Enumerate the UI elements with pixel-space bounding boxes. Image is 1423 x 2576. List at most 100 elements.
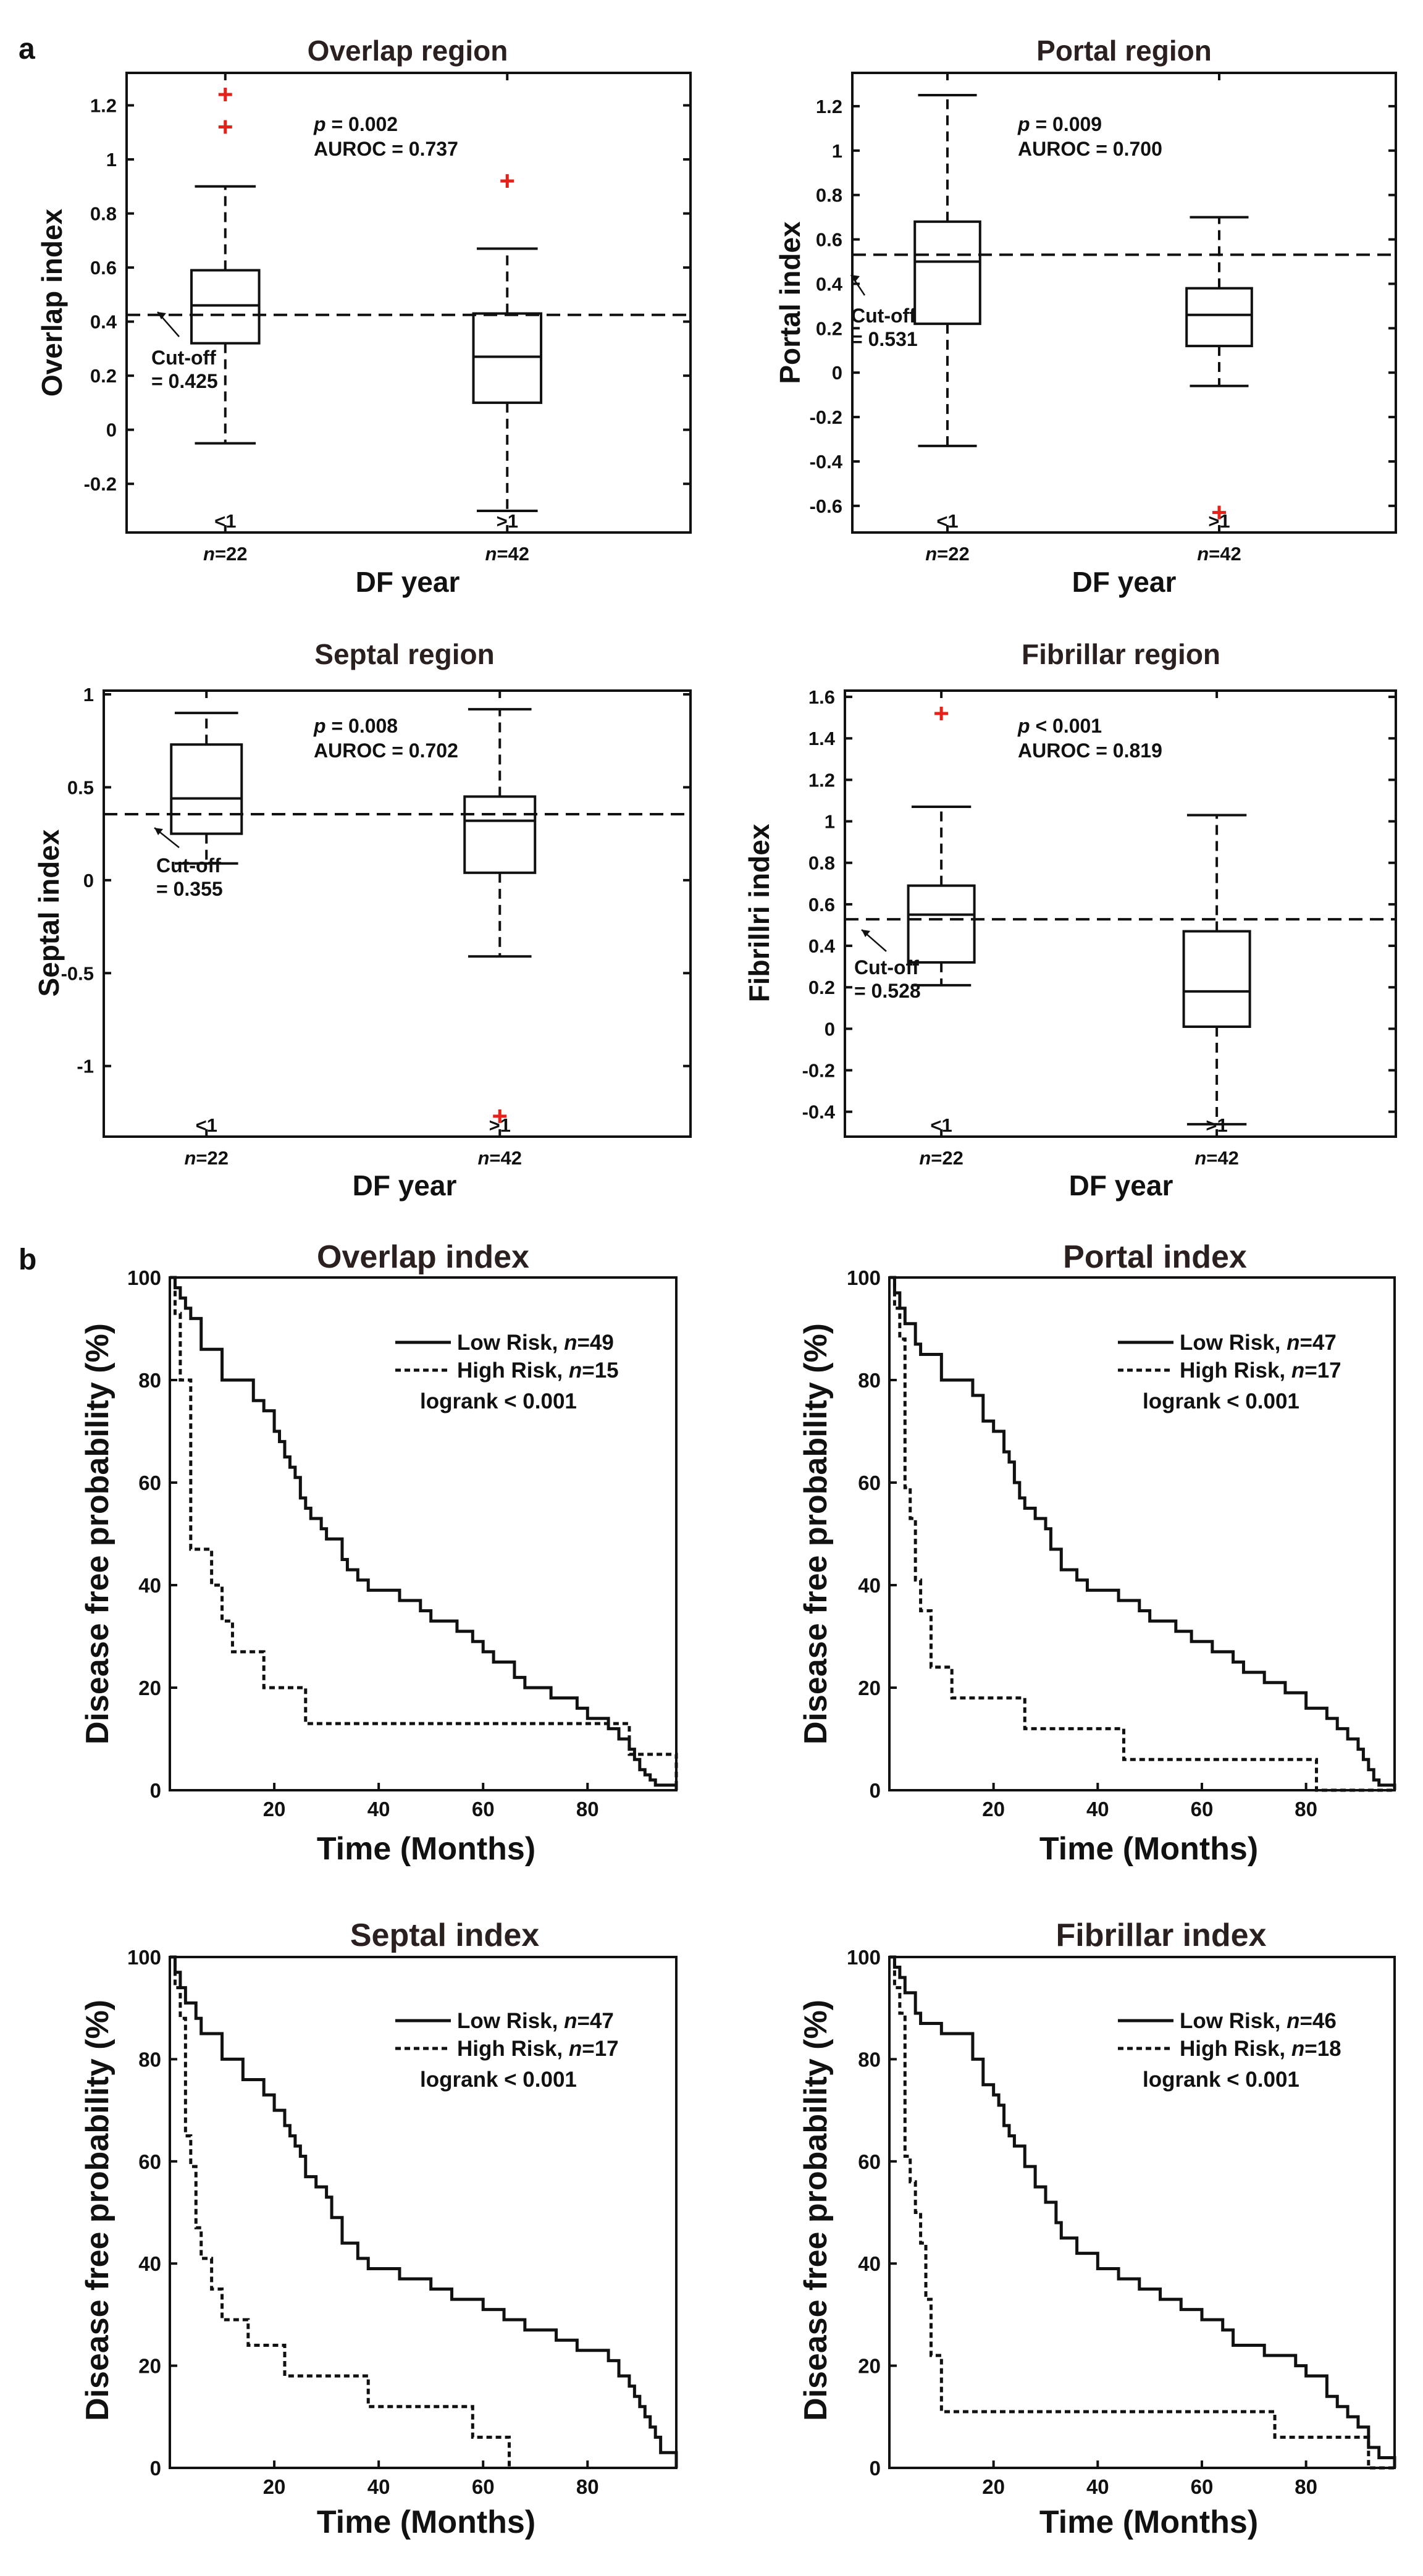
legend: Low Risk, n=49 High Risk, n=15 logrank < 0… xyxy=(395,1331,619,1413)
x-tick-label: 60 xyxy=(1191,2475,1214,2498)
category-label: <1 xyxy=(196,1114,217,1136)
y-tick-label: -0.4 xyxy=(810,451,843,473)
cutoff-arrowhead xyxy=(154,828,163,835)
x-axis-label: DF year xyxy=(1072,566,1177,598)
y-tick-label: 100 xyxy=(127,1946,161,1969)
y-tick-label: -0.4 xyxy=(802,1101,836,1123)
plot-frame xyxy=(169,1276,678,1791)
logrank-value: logrank < 0.001 xyxy=(420,2068,577,2092)
box-iqr xyxy=(913,220,981,326)
y-axis-label: Portal index xyxy=(774,221,806,384)
plot-frame xyxy=(844,689,1397,1138)
legend: Low Risk, n=46 High Risk, n=18 logrank < 0… xyxy=(1118,2009,1341,2092)
y-tick-label: -0.2 xyxy=(802,1060,835,1082)
logrank-value: logrank < 0.001 xyxy=(420,1389,577,1413)
outlier-marker xyxy=(218,88,232,102)
y-tick-label: -1 xyxy=(77,1056,94,1077)
y-tick-label: -0.6 xyxy=(810,495,842,517)
y-tick-label: 0 xyxy=(825,1018,835,1040)
y-tick-label: 20 xyxy=(138,1677,161,1699)
y-axis-label: Disease free probability (%) xyxy=(798,1323,834,1745)
x-axis-label: DF year xyxy=(1069,1169,1173,1202)
y-tick-label: 1 xyxy=(83,684,94,705)
box-1 xyxy=(913,93,981,447)
logrank-value: logrank < 0.001 xyxy=(1143,1389,1299,1413)
low-risk-curve xyxy=(170,1955,678,2468)
km-plot-2: Portal index Disease free probability (%)… xyxy=(798,1239,1396,1867)
legend-entry: High Risk, n=17 xyxy=(1180,1358,1341,1383)
n-label: n=22 xyxy=(184,1147,229,1169)
y-tick-label: -0.2 xyxy=(84,473,117,495)
y-axis-label: Fibrillri index xyxy=(743,823,775,1002)
n-label: n=22 xyxy=(919,1147,963,1169)
y-tick-label: 1.6 xyxy=(808,686,835,708)
y-tick-label: 80 xyxy=(858,2048,881,2071)
auroc-value: AUROC = 0.737 xyxy=(314,138,458,160)
box-2 xyxy=(463,708,537,1123)
outlier-marker xyxy=(1212,505,1226,520)
y-tick-label: 20 xyxy=(138,2355,161,2378)
high-risk-curve xyxy=(170,1955,511,2468)
high-risk-curve xyxy=(889,1955,1395,2470)
outlier-marker xyxy=(500,174,514,188)
x-tick-label: 20 xyxy=(263,2475,286,2498)
plot-frame xyxy=(851,72,1397,534)
plot-frame xyxy=(169,1956,678,2469)
y-tick-label: 100 xyxy=(847,1946,881,1969)
y-tick-label: 40 xyxy=(138,1574,161,1597)
chart-title: Portal region xyxy=(1036,35,1212,67)
y-tick-label: 1 xyxy=(825,811,835,833)
box-iqr xyxy=(463,795,537,874)
y-tick-label: 40 xyxy=(138,2252,161,2275)
y-tick-label: 60 xyxy=(858,2150,881,2173)
chart-title: Fibrillar region xyxy=(1022,638,1220,670)
y-tick-label: 80 xyxy=(138,1369,161,1392)
boxplot-4: Fibrillar region Fibrillri index DF year -0… xyxy=(743,638,1397,1202)
x-tick-label: 40 xyxy=(367,2475,390,2498)
x-tick-label: 40 xyxy=(1086,1798,1109,1820)
legend: Low Risk, n=47 High Risk, n=17 logrank < 0… xyxy=(1118,1331,1341,1413)
n-label: n=42 xyxy=(1197,543,1241,565)
y-tick-label: 1.2 xyxy=(90,95,117,117)
y-tick-label: 60 xyxy=(138,1471,161,1494)
y-tick-label: 0.8 xyxy=(816,185,842,206)
legend: Low Risk, n=47 High Risk, n=17 logrank < 0… xyxy=(395,2009,619,2092)
x-axis-label: Time (Months) xyxy=(317,2504,535,2540)
box-2 xyxy=(1182,814,1251,1126)
legend-entry: Low Risk, n=47 xyxy=(457,2009,614,2033)
y-tick-label: 0 xyxy=(150,1779,161,1802)
y-tick-label: 40 xyxy=(858,1574,881,1597)
x-axis-label: Time (Months) xyxy=(317,1831,535,1867)
y-tick-label: 1 xyxy=(106,149,117,170)
cutoff-label: Cut-off xyxy=(854,956,919,979)
n-label: n=42 xyxy=(485,543,530,565)
category-label: <1 xyxy=(930,1114,952,1136)
x-tick-label: 80 xyxy=(576,1798,599,1820)
box-iqr xyxy=(472,312,543,404)
x-axis-label: Time (Months) xyxy=(1039,1831,1258,1867)
cutoff-value: = 0.531 xyxy=(851,328,918,350)
boxplot-2: Portal region Portal index DF year -0.6 -0.4… xyxy=(774,35,1397,598)
km-plot-3: Septal index Disease free probability (%)… xyxy=(80,1917,678,2540)
logrank-value: logrank < 0.001 xyxy=(1143,2068,1299,2092)
box-iqr xyxy=(1185,287,1253,348)
y-tick-label: 0 xyxy=(106,419,117,441)
legend-entry: High Risk, n=18 xyxy=(1180,2037,1341,2061)
y-tick-label: 0.6 xyxy=(816,229,842,251)
y-tick-label: 0 xyxy=(870,1779,881,1802)
x-tick-label: 40 xyxy=(1086,2475,1109,2498)
y-tick-label: 20 xyxy=(858,1677,881,1699)
y-tick-label: 0 xyxy=(83,870,94,891)
high-risk-curve xyxy=(889,1276,1395,1792)
x-axis-label: Time (Months) xyxy=(1039,2504,1258,2540)
chart-title: Septal region xyxy=(314,638,494,670)
y-tick-label: 0.5 xyxy=(67,777,94,798)
y-axis-label: Disease free probability (%) xyxy=(798,2000,834,2421)
y-tick-label: 0.2 xyxy=(816,318,842,339)
y-axis-label: Overlap index xyxy=(36,208,68,397)
plot-frame xyxy=(888,1956,1396,2469)
y-tick-label: 100 xyxy=(847,1266,881,1289)
auroc-value: AUROC = 0.700 xyxy=(1018,138,1162,160)
y-tick-label: 60 xyxy=(858,1471,881,1494)
box-1 xyxy=(907,706,976,987)
